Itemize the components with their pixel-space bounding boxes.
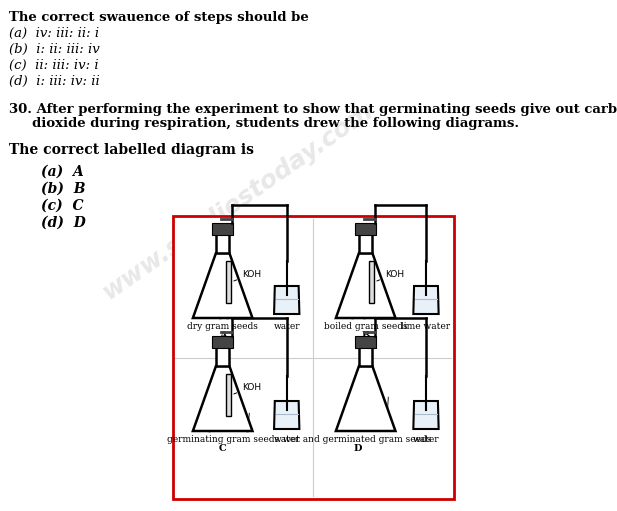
Text: germinating gram seeds: germinating gram seeds [167, 435, 279, 444]
Polygon shape [216, 346, 230, 366]
Bar [355, 223, 376, 235]
Text: The correct swauence of steps should be: The correct swauence of steps should be [9, 11, 308, 24]
Bar [173, 216, 453, 499]
Polygon shape [413, 286, 439, 314]
Polygon shape [274, 286, 299, 314]
Text: dioxide during respiration, students drew the following diagrams.: dioxide during respiration, students dre… [9, 117, 519, 130]
Text: KOH: KOH [234, 269, 261, 281]
Bar [355, 336, 376, 348]
Text: The correct labelled diagram is: The correct labelled diagram is [9, 143, 254, 157]
Text: (d)  D: (d) D [41, 216, 86, 230]
Text: (b)  B: (b) B [41, 182, 86, 196]
Text: 30. After performing the experiment to show that germinating seeds give out carb: 30. After performing the experiment to s… [9, 103, 617, 116]
Text: D: D [354, 444, 362, 453]
Text: lime water: lime water [402, 322, 450, 331]
Polygon shape [359, 233, 373, 253]
Polygon shape [336, 366, 395, 431]
Text: (a)  A: (a) A [41, 165, 84, 179]
Text: boiled gram seeds: boiled gram seeds [324, 322, 407, 331]
Polygon shape [274, 401, 299, 429]
Text: (b)  i: ii: iii: iv: (b) i: ii: iii: iv [9, 43, 100, 56]
Text: (d)  i: iii: iv: ii: (d) i: iii: iv: ii [9, 75, 100, 88]
Text: A: A [219, 331, 226, 340]
Polygon shape [336, 253, 395, 318]
Text: KOH: KOH [377, 269, 404, 281]
Bar [226, 374, 231, 416]
Text: dry gram seeds: dry gram seeds [187, 322, 258, 331]
Polygon shape [193, 366, 252, 431]
Polygon shape [216, 233, 230, 253]
Text: B: B [362, 331, 370, 340]
Text: (c)  C: (c) C [41, 199, 83, 213]
Text: (c)  ii: iii: iv: i: (c) ii: iii: iv: i [9, 59, 99, 72]
Text: water: water [273, 322, 300, 331]
Polygon shape [193, 253, 252, 318]
Text: C: C [219, 444, 226, 453]
Text: (a)  iv: iii: ii: i: (a) iv: iii: ii: i [9, 27, 99, 40]
Bar [212, 336, 233, 348]
Polygon shape [413, 401, 439, 429]
Text: water: water [413, 435, 439, 444]
Text: water: water [273, 435, 300, 444]
Text: KOH: KOH [234, 383, 261, 394]
Text: wet and germinated gram seeds: wet and germinated gram seeds [283, 435, 432, 444]
Bar [212, 223, 233, 235]
Bar [226, 261, 231, 303]
Text: www.studiestoday.com: www.studiestoday.com [98, 98, 378, 304]
Bar [369, 261, 375, 303]
Polygon shape [359, 346, 373, 366]
